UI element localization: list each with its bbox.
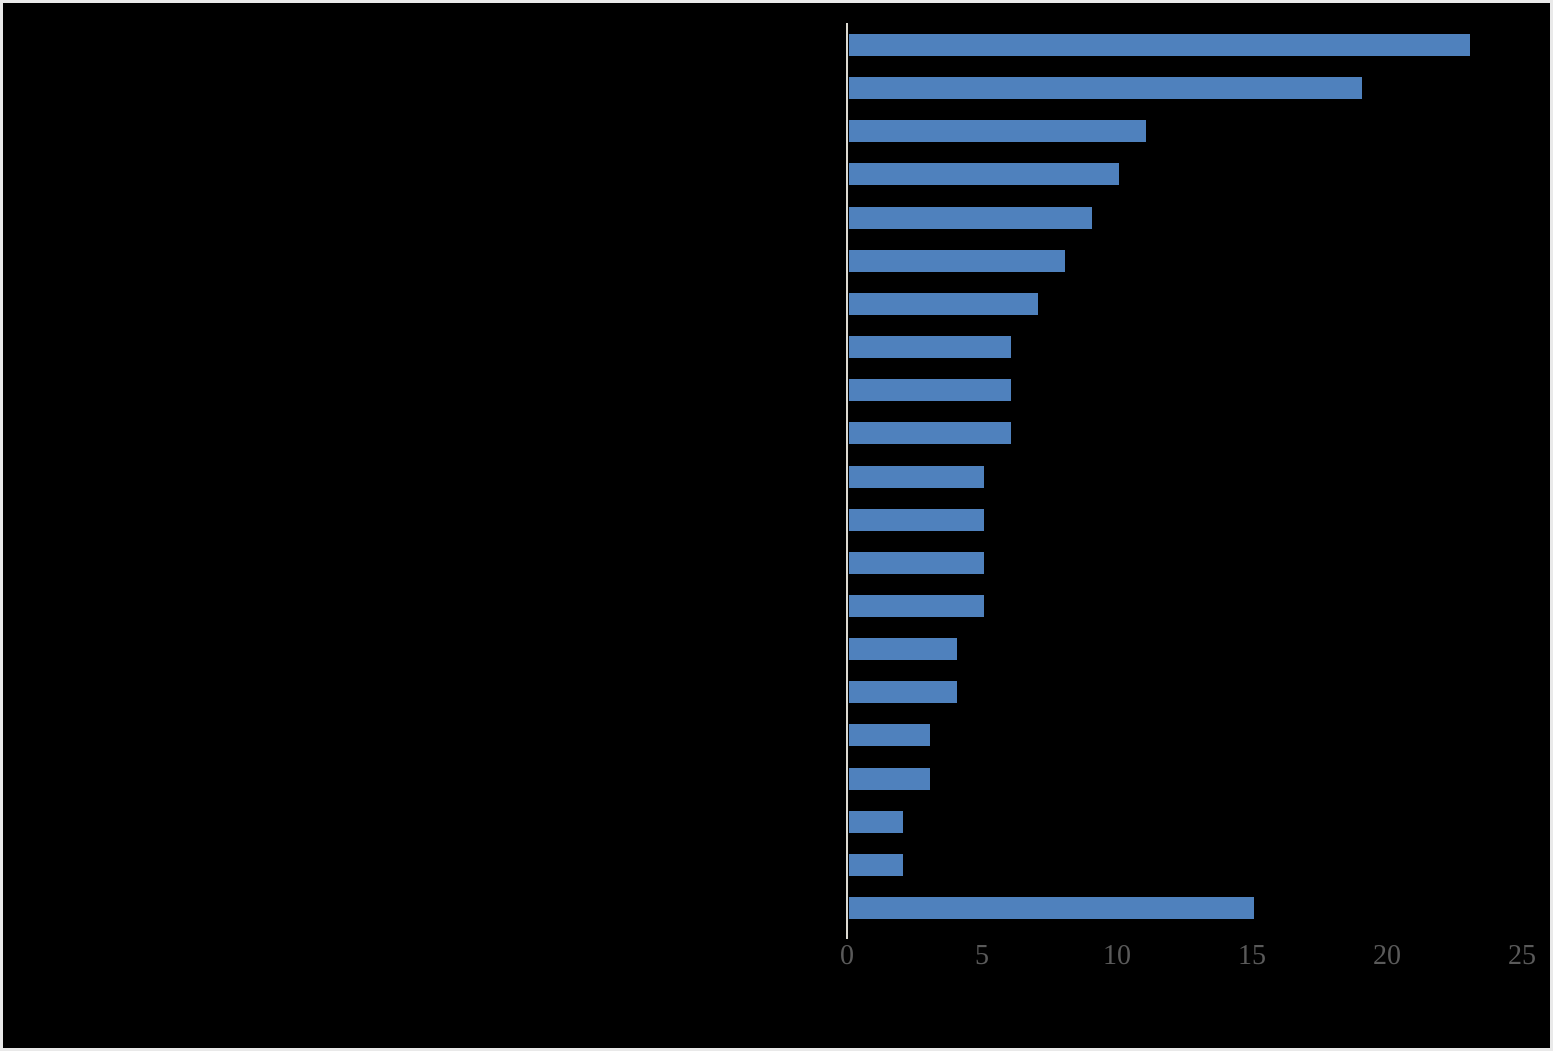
bar: [849, 768, 930, 790]
bar: [849, 77, 1362, 99]
bar: [849, 854, 903, 876]
x-axis-tick-label: 15: [1238, 940, 1266, 971]
bar: [849, 638, 957, 660]
bar: [849, 724, 930, 746]
x-axis-tick-label: 20: [1373, 940, 1401, 971]
bar: [849, 336, 1011, 358]
bar: [849, 509, 984, 531]
bar: [849, 250, 1065, 272]
x-axis-tick-label: 5: [975, 940, 989, 971]
category-axis-line: [846, 23, 848, 939]
bar: [849, 120, 1146, 142]
bar: [849, 379, 1011, 401]
x-axis-tick-label: 0: [840, 940, 854, 971]
bar: [849, 897, 1254, 919]
bar: [849, 681, 957, 703]
bar: [849, 811, 903, 833]
bar: [849, 595, 984, 617]
bar: [849, 422, 1011, 444]
x-axis-tick-label: 25: [1508, 940, 1536, 971]
bar: [849, 293, 1038, 315]
bar: [849, 466, 984, 488]
bar: [849, 34, 1470, 56]
bar: [849, 552, 984, 574]
x-axis-tick-label: 10: [1103, 940, 1131, 971]
bar: [849, 163, 1119, 185]
bar: [849, 207, 1092, 229]
